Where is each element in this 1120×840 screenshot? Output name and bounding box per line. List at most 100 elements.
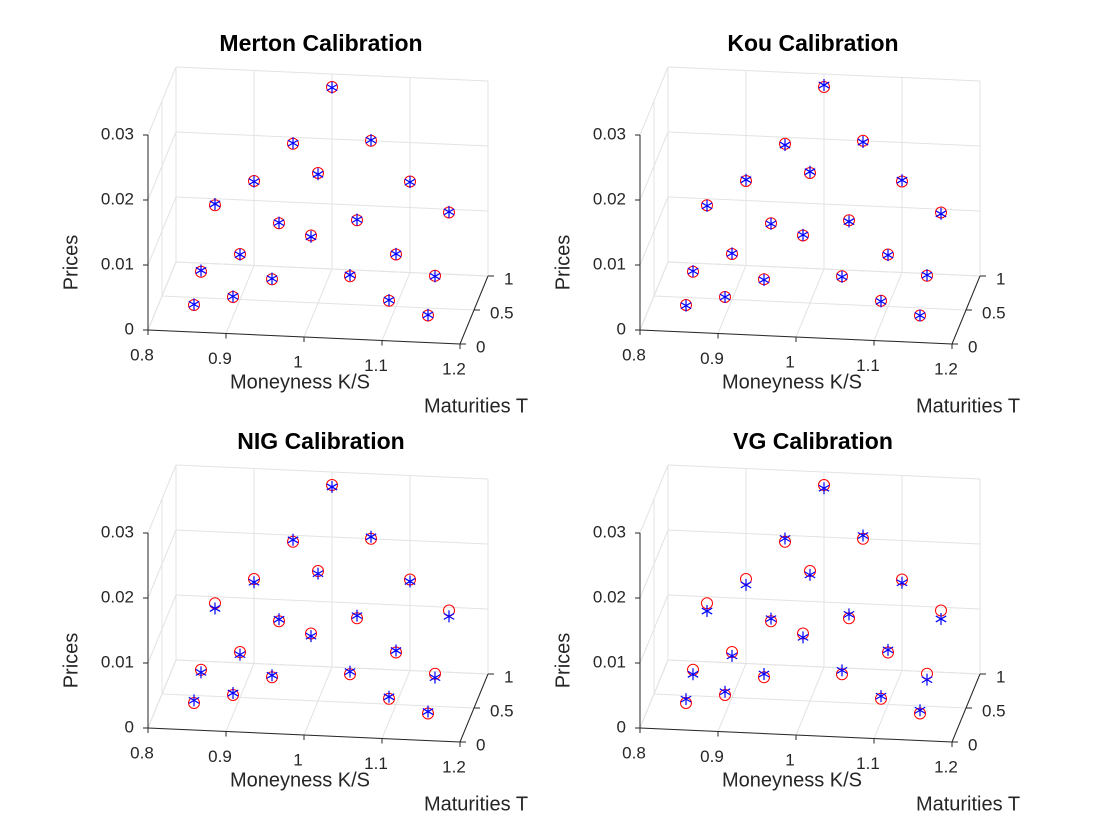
- grid-line: [667, 196, 981, 212]
- y-axis-label: Maturities T: [916, 793, 1020, 815]
- model-point: [843, 608, 855, 621]
- model-point: [765, 612, 777, 625]
- model-point: [287, 137, 299, 150]
- x-tick-label: 0.8: [130, 743, 154, 762]
- y-tick-label: 1: [504, 667, 513, 686]
- grid-line: [639, 131, 669, 201]
- model-point: [443, 205, 455, 218]
- z-tick-label: 0.03: [101, 522, 134, 541]
- model-point: [836, 664, 848, 677]
- model-point: [273, 216, 285, 229]
- model-point: [383, 690, 395, 703]
- model-point: [857, 529, 869, 542]
- grid-line: [667, 594, 981, 610]
- z-tick-label: 0: [617, 319, 626, 338]
- grid-line: [161, 693, 475, 709]
- model-point: [390, 644, 402, 657]
- axis-line: [639, 727, 953, 743]
- z-tick-label: 0: [617, 717, 626, 736]
- model-point: [326, 480, 338, 493]
- grid-line: [639, 261, 669, 331]
- model-point: [195, 264, 207, 277]
- model-point: [804, 568, 816, 581]
- model-point: [779, 532, 791, 545]
- model-point: [227, 687, 239, 700]
- grid-line: [175, 261, 489, 277]
- model-point: [882, 249, 894, 262]
- axis-line: [147, 727, 461, 743]
- model-point: [836, 270, 848, 283]
- grid-line: [147, 464, 177, 534]
- model-point: [429, 270, 441, 283]
- model-point: [719, 291, 731, 303]
- axis-line: [147, 329, 461, 345]
- grid-line: [175, 131, 489, 147]
- z-tick-label: 0.01: [101, 652, 134, 671]
- y-axis-label: Maturities T: [916, 395, 1020, 417]
- model-point: [383, 294, 395, 307]
- model-point: [687, 265, 699, 278]
- x-axis-label: Moneyness K/S: [722, 371, 862, 393]
- model-point: [404, 575, 416, 588]
- model-point: [843, 215, 855, 228]
- model-point: [273, 613, 285, 626]
- y-axis-label: Maturities T: [424, 395, 528, 417]
- model-point: [351, 213, 363, 226]
- x-tick-label: 0.8: [622, 743, 646, 762]
- model-point: [195, 666, 207, 679]
- grid-line: [667, 464, 981, 480]
- x-tick-label: 1.2: [442, 757, 466, 776]
- grid-line: [147, 659, 177, 729]
- z-axis-label: Prices: [60, 235, 82, 291]
- x-tick-label: 1: [785, 750, 794, 769]
- model-point: [896, 174, 908, 187]
- model-point: [882, 643, 894, 656]
- grid-line: [639, 66, 669, 136]
- model-point: [365, 134, 377, 147]
- grid-line: [667, 261, 981, 277]
- x-tick-label: 1.1: [856, 356, 880, 375]
- model-point: [188, 694, 200, 707]
- chart-title: NIG Calibration: [237, 428, 404, 454]
- x-tick-label: 0.9: [700, 747, 724, 766]
- model-point: [209, 197, 221, 210]
- model-point: [365, 530, 377, 543]
- model-point: [726, 247, 738, 260]
- axis-line: [951, 673, 981, 743]
- model-point: [266, 669, 278, 682]
- grid-line: [147, 66, 177, 136]
- model-point: [914, 704, 926, 717]
- x-axis-label: Moneyness K/S: [230, 371, 370, 393]
- model-point: [818, 482, 830, 495]
- model-point: [896, 576, 908, 589]
- z-tick-label: 0.01: [101, 254, 134, 273]
- z-tick-label: 0.02: [101, 587, 134, 606]
- model-point: [921, 269, 933, 282]
- y-tick-label: 0: [968, 337, 977, 356]
- model-point: [227, 290, 239, 303]
- x-tick-label: 1: [293, 352, 302, 371]
- model-point: [312, 168, 324, 181]
- grid-line: [147, 196, 177, 266]
- x-tick-label: 1.2: [934, 359, 958, 378]
- grid-line: [667, 529, 981, 545]
- x-axis-label: Moneyness K/S: [722, 769, 862, 791]
- z-axis-label: Prices: [60, 633, 82, 689]
- y-tick-label: 1: [996, 667, 1005, 686]
- model-point: [921, 673, 933, 686]
- model-point: [701, 605, 713, 618]
- x-tick-label: 0.8: [130, 345, 154, 364]
- model-point: [680, 299, 692, 312]
- grid-line: [175, 464, 489, 480]
- model-point: [680, 693, 692, 706]
- axis-line: [459, 673, 489, 743]
- grid-line: [667, 131, 981, 147]
- model-point: [740, 578, 752, 591]
- subplot: 0.8 0.9 1 1.1 1.2 0 0.5 1 0 0.01 0.02 0.03 Moneyness…: [552, 30, 1020, 417]
- model-point: [248, 175, 260, 188]
- z-tick-label: 0.03: [593, 124, 626, 143]
- grid-line: [667, 659, 981, 675]
- model-point: [935, 612, 947, 625]
- model-point: [234, 648, 246, 661]
